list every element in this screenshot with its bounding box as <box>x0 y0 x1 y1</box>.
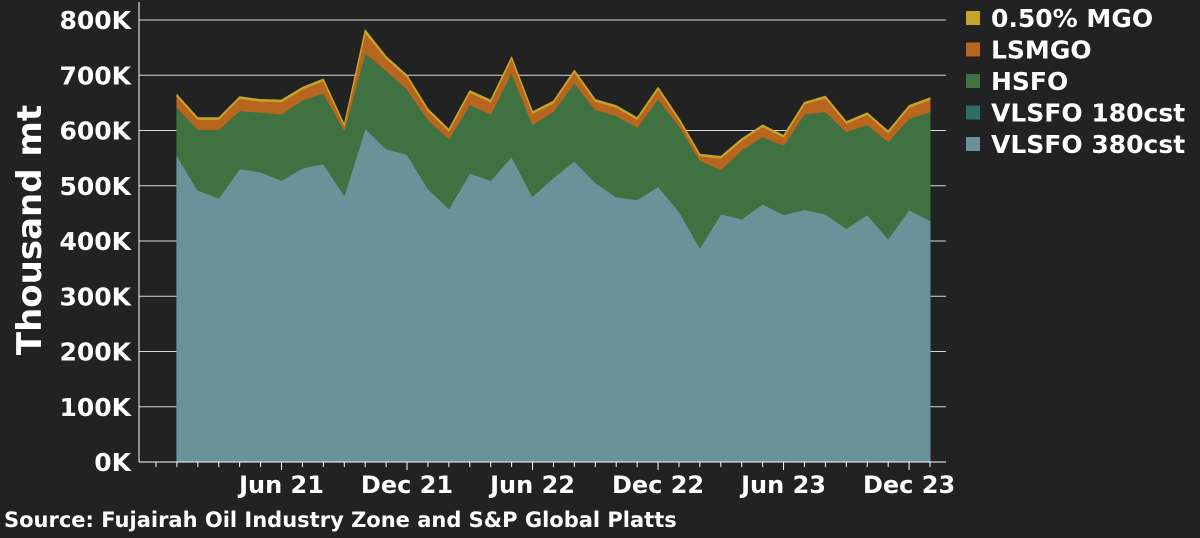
legend-label-lsmgo: LSMGO <box>991 36 1092 65</box>
y-axis-label: Thousand mt <box>10 105 50 355</box>
x-tick-labels: Jun 21 Dec 21 Jun 22 Dec 22 Jun 23 Dec 23 <box>237 471 955 499</box>
y-tick-label: 500K <box>59 172 132 201</box>
axes <box>138 2 946 470</box>
legend-swatch-lsmgo <box>966 42 980 57</box>
y-tick-labels: 0K 100K 200K 300K 400K 500K 600K 700K 800K <box>59 6 132 477</box>
legend-label-vlsfo-180cst: VLSFO 180cst <box>991 99 1185 128</box>
legend-label-0-50-mgo: 0.50% MGO <box>991 4 1153 33</box>
source-note: Source: Fujairah Oil Industry Zone and S… <box>4 508 677 532</box>
legend-swatch-hsfo <box>966 74 980 88</box>
legend-swatch-0-50-mgo <box>966 11 980 25</box>
area-series <box>176 29 931 463</box>
y-tick-label: 200K <box>59 338 132 367</box>
x-tick-label: Dec 21 <box>361 471 453 499</box>
legend-label-hsfo: HSFO <box>991 67 1068 96</box>
y-tick-label: 0K <box>94 448 132 477</box>
x-tick-label: Jun 21 <box>237 471 324 499</box>
y-tick-label: 700K <box>59 61 132 90</box>
x-tick-label: Jun 23 <box>739 471 826 499</box>
y-tick-label: 800K <box>59 6 132 35</box>
legend-swatch-vlsfo-180cst <box>966 105 980 120</box>
x-tick-label: Dec 22 <box>612 471 704 499</box>
x-tick-label: Dec 23 <box>863 471 955 499</box>
legend-swatch-vlsfo-380cst <box>966 137 980 151</box>
x-tick-label: Jun 22 <box>488 471 575 499</box>
y-tick-label: 300K <box>59 282 132 311</box>
area-0-50-mgo <box>176 29 931 159</box>
legend-label-vlsfo-380cst: VLSFO 380cst <box>991 130 1185 159</box>
y-tick-label: 100K <box>59 393 132 422</box>
y-tick-label: 400K <box>59 227 132 256</box>
y-tick-label: 600K <box>59 117 132 146</box>
